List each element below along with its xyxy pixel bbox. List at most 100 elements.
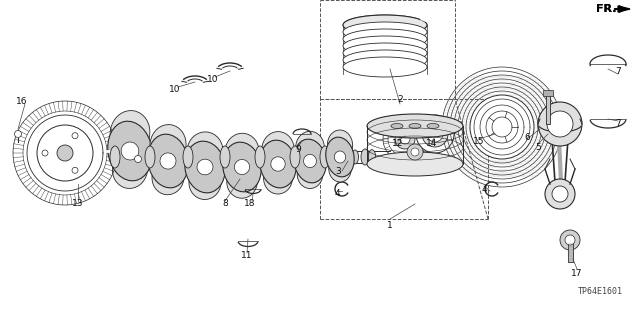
Ellipse shape: [262, 132, 294, 167]
Ellipse shape: [223, 142, 261, 192]
Ellipse shape: [296, 131, 324, 164]
Ellipse shape: [110, 111, 150, 155]
Ellipse shape: [329, 156, 351, 182]
Ellipse shape: [367, 152, 463, 176]
Ellipse shape: [290, 146, 300, 168]
Ellipse shape: [343, 15, 427, 35]
Ellipse shape: [150, 125, 186, 165]
Ellipse shape: [121, 142, 139, 160]
Ellipse shape: [326, 137, 354, 177]
Ellipse shape: [197, 159, 213, 175]
Text: 7: 7: [615, 120, 621, 129]
Ellipse shape: [260, 140, 296, 188]
Ellipse shape: [227, 166, 257, 198]
Ellipse shape: [409, 123, 421, 129]
Text: 10: 10: [207, 75, 219, 84]
Circle shape: [134, 155, 141, 162]
Bar: [546, 94, 550, 124]
Ellipse shape: [340, 162, 349, 166]
Circle shape: [545, 179, 575, 209]
Ellipse shape: [187, 132, 223, 171]
Circle shape: [57, 145, 73, 161]
Circle shape: [538, 102, 582, 146]
Ellipse shape: [343, 15, 427, 35]
Ellipse shape: [343, 50, 427, 70]
Circle shape: [470, 95, 534, 159]
Ellipse shape: [255, 146, 265, 168]
Ellipse shape: [328, 130, 353, 160]
Ellipse shape: [108, 121, 152, 181]
Text: 10: 10: [169, 85, 180, 93]
Text: TP64E1601: TP64E1601: [577, 286, 623, 295]
Text: 1: 1: [387, 221, 393, 231]
Circle shape: [37, 125, 93, 181]
Ellipse shape: [342, 153, 348, 155]
Text: FR.: FR.: [596, 4, 616, 14]
Text: 9: 9: [295, 145, 301, 153]
Ellipse shape: [160, 153, 176, 169]
Text: 2: 2: [397, 94, 403, 103]
Circle shape: [552, 186, 568, 202]
Circle shape: [422, 121, 448, 147]
Ellipse shape: [343, 29, 427, 49]
Text: 7: 7: [615, 66, 621, 76]
Text: 17: 17: [572, 270, 583, 278]
Ellipse shape: [343, 57, 427, 77]
Text: 11: 11: [241, 251, 253, 261]
Text: 4: 4: [334, 189, 340, 198]
Circle shape: [427, 126, 443, 142]
Ellipse shape: [183, 146, 193, 168]
Circle shape: [416, 115, 454, 153]
Circle shape: [72, 167, 78, 173]
Ellipse shape: [361, 149, 369, 165]
Text: 4: 4: [481, 184, 487, 194]
Ellipse shape: [297, 160, 323, 189]
Text: 14: 14: [426, 139, 438, 149]
Circle shape: [407, 144, 423, 160]
Ellipse shape: [271, 157, 285, 171]
Ellipse shape: [225, 133, 259, 171]
Ellipse shape: [343, 43, 427, 63]
Bar: [543, 90, 553, 96]
Ellipse shape: [367, 114, 463, 138]
Ellipse shape: [340, 152, 349, 156]
Text: 18: 18: [244, 199, 256, 209]
Ellipse shape: [320, 146, 330, 168]
Text: 6: 6: [524, 132, 530, 142]
Ellipse shape: [220, 146, 230, 168]
Ellipse shape: [303, 154, 316, 167]
Ellipse shape: [264, 163, 292, 194]
Ellipse shape: [145, 146, 155, 168]
Ellipse shape: [391, 123, 403, 129]
Polygon shape: [618, 6, 630, 12]
Ellipse shape: [343, 22, 427, 42]
Circle shape: [42, 150, 48, 156]
Ellipse shape: [152, 160, 184, 195]
Ellipse shape: [148, 134, 188, 188]
Circle shape: [15, 130, 22, 137]
Circle shape: [395, 129, 415, 149]
Ellipse shape: [113, 150, 148, 189]
Bar: [568, 240, 573, 262]
Text: FR.: FR.: [596, 4, 616, 14]
Ellipse shape: [189, 166, 221, 199]
Ellipse shape: [369, 150, 376, 164]
Circle shape: [560, 230, 580, 250]
Text: 13: 13: [72, 199, 84, 209]
Ellipse shape: [294, 139, 326, 183]
Ellipse shape: [234, 160, 250, 174]
Text: 12: 12: [392, 139, 404, 149]
Ellipse shape: [110, 146, 120, 168]
Circle shape: [565, 235, 575, 245]
Ellipse shape: [185, 141, 225, 193]
Circle shape: [547, 111, 573, 137]
Ellipse shape: [427, 123, 439, 129]
Ellipse shape: [351, 150, 358, 164]
Text: 16: 16: [16, 97, 28, 106]
Circle shape: [411, 148, 419, 156]
Text: 15: 15: [473, 137, 484, 145]
Ellipse shape: [343, 36, 427, 56]
Text: 8: 8: [222, 199, 228, 209]
Text: 5: 5: [535, 144, 541, 152]
Circle shape: [400, 134, 410, 144]
